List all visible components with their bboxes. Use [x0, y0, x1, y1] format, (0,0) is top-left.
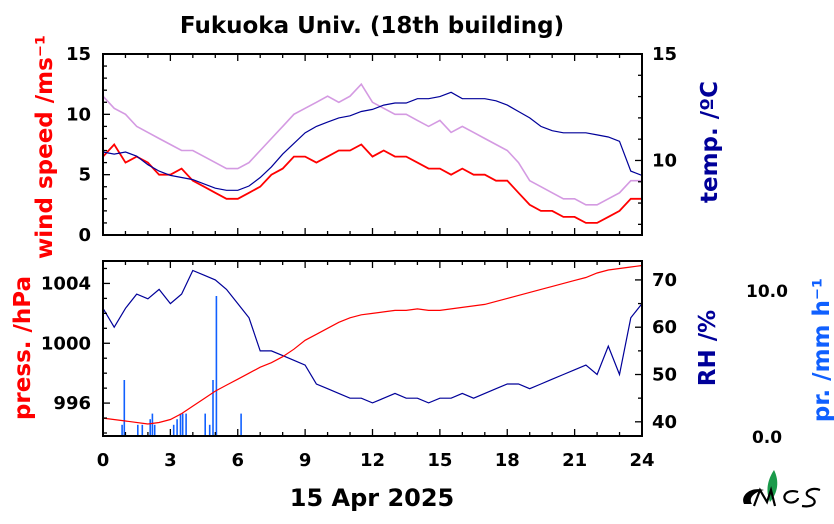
rh-y-tick-label: 70	[652, 270, 677, 291]
x-tick-label: 21	[562, 450, 587, 471]
humidity-line-layer	[102, 269, 643, 404]
x-tick-label: 6	[231, 450, 244, 471]
precipitation-axis-label: pr. /mm h⁻¹	[809, 278, 834, 422]
temperature-line-layer	[102, 91, 643, 191]
mes-logo	[743, 470, 821, 508]
x-tick-label: 3	[164, 450, 177, 471]
wind-speed-series-line	[102, 143, 642, 224]
x-tick-label: 18	[495, 450, 520, 471]
precipitation-tick-high: 10.0	[746, 282, 788, 302]
date-label: 15 Apr 2025	[290, 484, 455, 512]
rh-y-tick-label: 50	[652, 365, 677, 386]
logo-m-shape	[752, 486, 777, 507]
x-tick-label: 9	[299, 450, 312, 471]
humidity-axis-label: RH /%	[695, 310, 721, 386]
wind-y-tick-label: 0	[78, 225, 91, 246]
humidity-series-line	[102, 269, 643, 404]
wind-y-tick-label: 15	[66, 44, 91, 65]
rh-y-tick-label: 40	[652, 412, 677, 433]
pressure-series-line	[102, 264, 643, 425]
wind-line-layer	[102, 143, 642, 224]
precipitation-bar-layer	[121, 296, 242, 436]
temperature-series-line	[102, 91, 643, 191]
bottom-tick-layer: 0 3 6 9 12 15 18 21 24 996 1000 1004 40 50 60 70	[41, 261, 677, 471]
logo-swoosh	[743, 489, 764, 504]
bottom-plot-frame	[102, 260, 643, 437]
wind-temperature-panel: 0 5 10 15 10 15 wind speed /ms⁻¹ temp. /ºC	[32, 35, 723, 259]
logo-e-shape	[783, 490, 800, 504]
chart-title: Fukuoka Univ. (18th building)	[180, 13, 564, 39]
temperature-axis-label: temp. /ºC	[697, 81, 723, 203]
pressure-axis-label: press. /hPa	[10, 276, 36, 420]
top-tick-layer: 0 5 10 15 10 15	[66, 44, 677, 246]
top-plot-frame	[102, 53, 643, 236]
temp-y-tick-label: 15	[652, 44, 677, 65]
wind-speed-axis-label: wind speed /ms⁻¹	[32, 35, 58, 259]
pressure-humidity-panel: 0 3 6 9 12 15 18 21 24 996 1000 1004 40 50 60 70 press.…	[10, 260, 834, 471]
x-tick-label: 15	[427, 450, 452, 471]
wind-y-tick-label: 5	[78, 165, 91, 186]
rh-y-tick-label: 60	[652, 317, 677, 338]
pressure-y-tick-label: 1000	[41, 333, 91, 354]
gust-line-layer	[102, 82, 642, 206]
precipitation-tick-low: 0.0	[752, 428, 782, 448]
pressure-line-layer	[102, 264, 643, 425]
x-tick-label: 0	[97, 450, 110, 471]
pressure-y-tick-label: 996	[53, 393, 91, 414]
wind-y-tick-label: 10	[66, 104, 91, 125]
x-tick-label: 12	[360, 450, 385, 471]
logo-s-shape	[801, 487, 821, 508]
pressure-y-tick-label: 1004	[41, 273, 91, 294]
temp-y-tick-label: 10	[652, 150, 677, 171]
gust-series-line	[102, 82, 642, 206]
x-tick-label: 24	[629, 450, 654, 471]
